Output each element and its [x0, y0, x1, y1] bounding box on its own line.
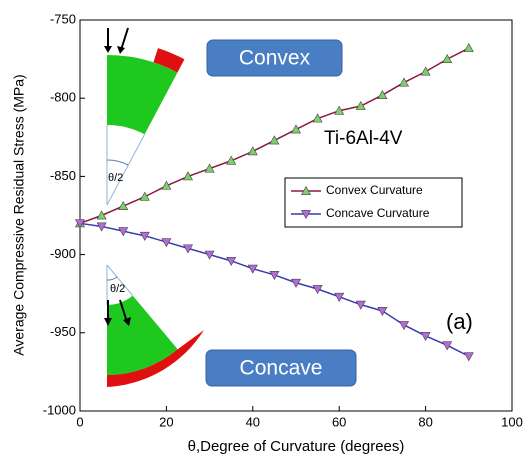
legend: [284, 177, 463, 228]
marker: [118, 227, 129, 237]
marker: [312, 285, 323, 295]
marker: [334, 292, 345, 302]
annotation: (a): [446, 309, 473, 334]
marker: [269, 271, 280, 281]
y-tick-label: -1000: [43, 402, 76, 417]
marker: [312, 113, 323, 123]
marker: [96, 210, 107, 220]
y-tick-label: -800: [50, 90, 76, 105]
marker: [398, 321, 410, 331]
x-tick-label: 0: [76, 414, 83, 429]
marker: [74, 219, 86, 229]
y-tick-label: -850: [50, 168, 76, 183]
x-tick-label: 20: [159, 414, 173, 429]
marker: [442, 341, 453, 351]
marker: [247, 264, 258, 274]
marker: [420, 66, 431, 76]
marker: [377, 307, 388, 317]
annotation: Convex: [239, 47, 311, 70]
concave-diagram: θ/2: [104, 264, 204, 387]
y-axis-label: Average Compressive Residual Stress (MPa…: [11, 74, 27, 355]
marker: [226, 256, 237, 266]
marker: [355, 300, 366, 310]
marker: [247, 146, 258, 156]
marker: [226, 155, 237, 165]
marker: [204, 163, 215, 173]
marker: [420, 332, 431, 342]
legend-marker: [300, 210, 312, 220]
x-tick-label: 40: [246, 414, 260, 429]
annotation: Ti-6Al-4V: [324, 128, 403, 149]
x-axis-label: θ,Degree of Curvature (degrees): [188, 438, 405, 455]
marker: [139, 191, 150, 201]
x-tick-label: 80: [418, 414, 432, 429]
marker: [269, 135, 280, 145]
y-tick-label: -900: [50, 246, 76, 261]
marker: [290, 124, 302, 134]
marker: [204, 250, 215, 260]
annotation: Concave: [240, 357, 323, 380]
theta-label: θ/2: [108, 172, 123, 184]
marker: [182, 171, 194, 181]
x-tick-label: 100: [501, 414, 523, 429]
marker: [377, 89, 388, 99]
marker: [139, 231, 150, 241]
y-tick-label: -950: [50, 324, 76, 339]
marker: [161, 238, 172, 248]
marker: [118, 200, 129, 211]
marker: [442, 53, 453, 64]
marker: [334, 105, 345, 115]
y-tick-label: -750: [50, 11, 76, 26]
legend-marker: [300, 185, 312, 195]
theta-label: θ/2: [110, 283, 125, 295]
convex-box: [206, 39, 343, 77]
marker: [355, 100, 366, 110]
marker: [463, 43, 474, 53]
marker: [290, 278, 302, 288]
concave-box: [205, 349, 357, 387]
x-tick-label: 60: [332, 414, 346, 429]
marker: [398, 77, 410, 87]
legend-label: Concave Curvature: [326, 206, 430, 220]
convex-diagram: θ/2: [104, 27, 185, 206]
marker: [182, 244, 194, 254]
marker: [463, 352, 474, 362]
marker: [96, 222, 107, 232]
legend-label: Convex Curvature: [326, 183, 423, 197]
marker: [161, 180, 172, 190]
